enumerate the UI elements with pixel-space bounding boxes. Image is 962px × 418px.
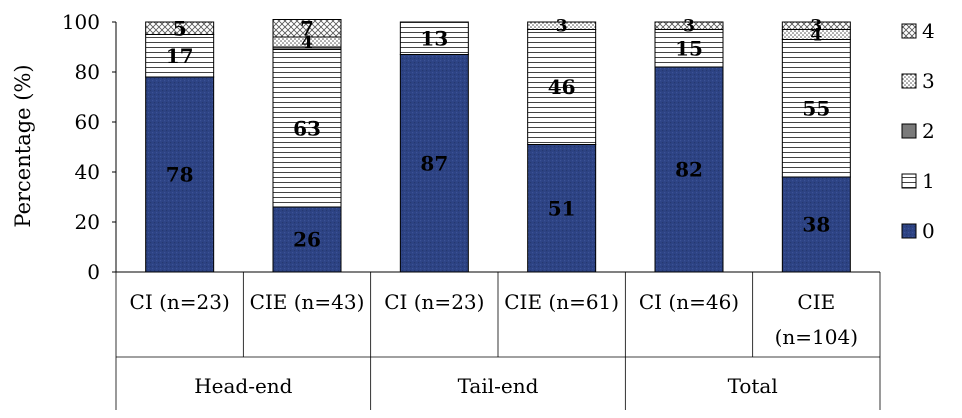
category-label: CI (n=46) xyxy=(639,290,739,314)
y-tick-label: 20 xyxy=(75,210,100,234)
bar-data-label: 78 xyxy=(166,163,194,187)
legend-label: 3 xyxy=(922,69,935,93)
bar-data-label: 3 xyxy=(683,17,695,37)
bar-segment-series-0 xyxy=(781,176,851,273)
category-label: CI (n=23) xyxy=(130,290,230,314)
bar-data-label: 87 xyxy=(420,151,448,175)
bar-data-label: 46 xyxy=(548,75,576,99)
bars-layer xyxy=(116,19,880,273)
bar-segment-series-1 xyxy=(654,29,724,68)
x-axis-category-table: CI (n=23) CIE (n=43) CI (n=23) CIE (n=61) CI… xyxy=(115,272,881,410)
legend: 4 3 2 1 0 xyxy=(901,19,935,243)
bar-segment-series-1 xyxy=(399,21,469,55)
category-label: CIE (n=104) xyxy=(775,290,858,349)
bar-segment-series-4 xyxy=(145,21,215,35)
group-label: Total xyxy=(728,374,778,398)
y-tick-label: 0 xyxy=(87,260,100,284)
category-label: CI (n=23) xyxy=(384,290,484,314)
y-tick-label: 80 xyxy=(75,60,100,84)
bar-data-label: 26 xyxy=(293,228,321,252)
bar-segment-series-4 xyxy=(781,21,851,30)
bar-data-label: 3 xyxy=(556,17,568,37)
bar-data-label: 4 xyxy=(810,25,822,45)
legend-label: 1 xyxy=(922,169,935,193)
legend-label: 2 xyxy=(922,119,935,143)
category-label: CIE (n=61) xyxy=(504,290,619,314)
y-tick-label: 60 xyxy=(75,110,100,134)
legend-swatch xyxy=(901,173,917,189)
bar-data-label: 17 xyxy=(166,44,194,68)
y-axis-label: Percentage (%) xyxy=(11,64,35,227)
y-axis: 0 20 40 60 80 100 xyxy=(62,10,117,284)
bar-segment-series-3 xyxy=(527,21,597,30)
group-label: Head-end xyxy=(194,374,292,398)
legend-swatch xyxy=(901,223,917,239)
group-label: Tail-end xyxy=(458,374,539,398)
legend-label: 0 xyxy=(922,219,935,243)
bar-data-label: 7 xyxy=(300,16,314,40)
bar-data-label: 51 xyxy=(548,196,576,220)
legend-swatch xyxy=(901,73,917,89)
bar-data-label: 4 xyxy=(301,33,313,53)
bar-data-label: 38 xyxy=(802,213,830,237)
legend-swatch xyxy=(901,123,917,139)
y-tick-label: 40 xyxy=(75,160,100,184)
bar-segment-series-0 xyxy=(527,144,597,273)
legend-swatch xyxy=(901,23,917,39)
bar-data-label: 63 xyxy=(293,116,321,140)
bar-segment-series-4 xyxy=(272,19,342,38)
legend-label: 4 xyxy=(922,19,935,43)
bar-data-label: 13 xyxy=(420,26,448,50)
bar-data-label: 15 xyxy=(675,36,703,60)
bar-data-label: 55 xyxy=(802,96,830,120)
bar-segment-series-1 xyxy=(272,49,342,208)
bar-segment-series-0 xyxy=(654,66,724,273)
bar-segment-series-4 xyxy=(654,21,724,30)
bar-data-label: 3 xyxy=(810,17,822,37)
bar-segment-series-1 xyxy=(145,34,215,78)
category-label: CIE (n=43) xyxy=(250,290,365,314)
y-tick-label: 100 xyxy=(62,10,100,34)
bar-data-label: 82 xyxy=(675,158,703,182)
bar-data-label: 5 xyxy=(173,16,187,40)
